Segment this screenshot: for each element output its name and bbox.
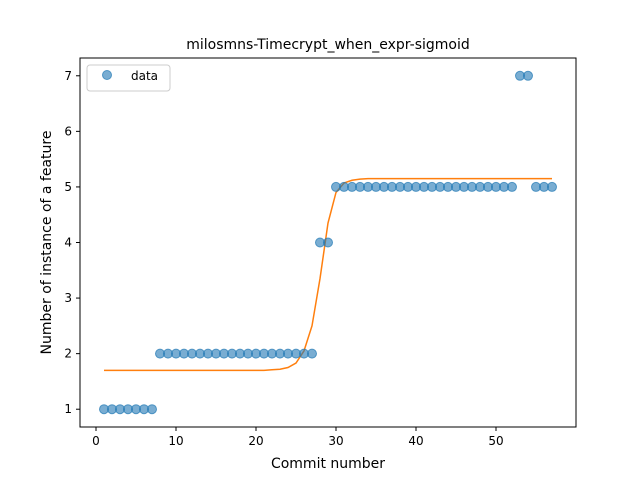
chart-title: milosmns-Timecrypt_when_expr-sigmoid	[186, 37, 470, 53]
legend-marker-data	[102, 70, 112, 80]
y-tick-label: 4	[64, 236, 72, 250]
y-tick-label: 3	[64, 291, 72, 305]
data-point	[523, 70, 533, 81]
x-tick-label: 50	[488, 434, 503, 448]
data-point	[307, 348, 317, 359]
plot-area	[99, 70, 557, 415]
data-point	[547, 181, 557, 192]
y-tick-label: 6	[64, 124, 72, 138]
y-tick-label: 2	[64, 347, 72, 361]
legend-label-data: data	[131, 69, 158, 83]
y-axis-label: Number of instance of a feature	[39, 131, 55, 355]
data-point	[507, 181, 517, 192]
y-tick-label: 7	[64, 69, 72, 83]
x-tick-label: 10	[168, 434, 183, 448]
x-tick-label: 20	[248, 434, 263, 448]
x-tick-label: 40	[408, 434, 423, 448]
x-tick-label: 30	[328, 434, 343, 448]
y-tick-label: 1	[64, 402, 72, 416]
x-tick-label: 0	[92, 434, 100, 448]
axis-ticks: 0 10 20 30 40 50 1 2 3 4 5 6 7	[64, 69, 503, 448]
y-tick-label: 5	[64, 180, 72, 194]
data-point	[147, 404, 157, 415]
data-point	[323, 237, 333, 248]
fit-line	[104, 177, 552, 372]
legend: data	[86, 64, 171, 92]
x-axis-label: Commit number	[271, 456, 385, 472]
